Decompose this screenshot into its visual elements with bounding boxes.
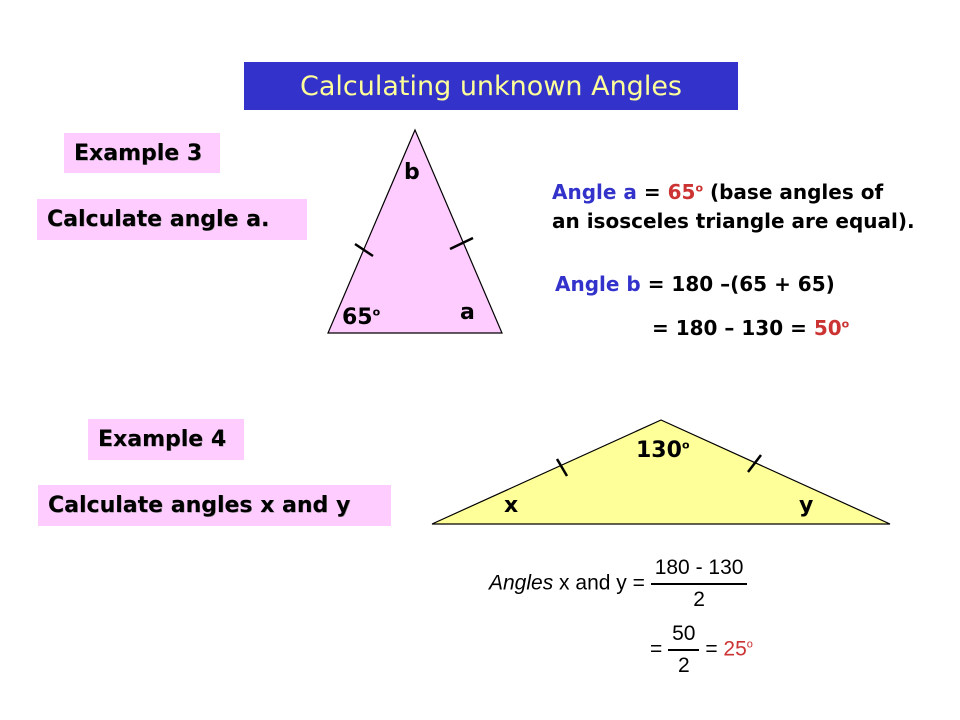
solution3-line3: Angle b = 180 –(65 + 65) — [555, 272, 835, 296]
solution3-line1: Angle a = 65o (base angles of — [552, 180, 883, 204]
angle-label-x: x — [504, 493, 518, 518]
angle-label-130: 130o — [636, 438, 690, 463]
isosceles-triangle-2 — [432, 420, 890, 524]
solution4-line2: = 50 2 = 25o — [650, 622, 753, 678]
example4-heading: Example 4 — [88, 419, 244, 460]
angle-label-b: b — [404, 160, 420, 185]
angle-label-65: 65o — [342, 305, 380, 330]
fraction-1: 180 - 130 2 — [651, 556, 748, 612]
angle-label-y: y — [799, 493, 813, 518]
solution4-line1: Angles x and y = 180 - 130 2 — [489, 556, 747, 612]
solution3-line4: = 180 – 130 = 50o — [652, 316, 849, 340]
angle-label-a: a — [460, 300, 475, 325]
fraction-2: 50 2 — [668, 622, 699, 678]
solution3-line2: an isosceles triangle are equal). — [552, 209, 915, 233]
example4-task: Calculate angles x and y — [38, 485, 391, 526]
